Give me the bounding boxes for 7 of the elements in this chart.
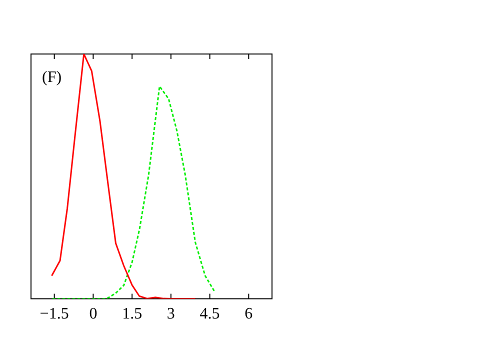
x-tick-label: 3 xyxy=(166,306,175,323)
x-tick-label: 4.5 xyxy=(200,306,220,323)
x-tick-label: −1.5 xyxy=(40,306,69,323)
x-tick-label: 0 xyxy=(89,306,98,323)
x-tick-label: 1.5 xyxy=(122,306,142,323)
x-tick-label: 6 xyxy=(244,306,253,323)
annotation: (F) xyxy=(42,69,62,86)
